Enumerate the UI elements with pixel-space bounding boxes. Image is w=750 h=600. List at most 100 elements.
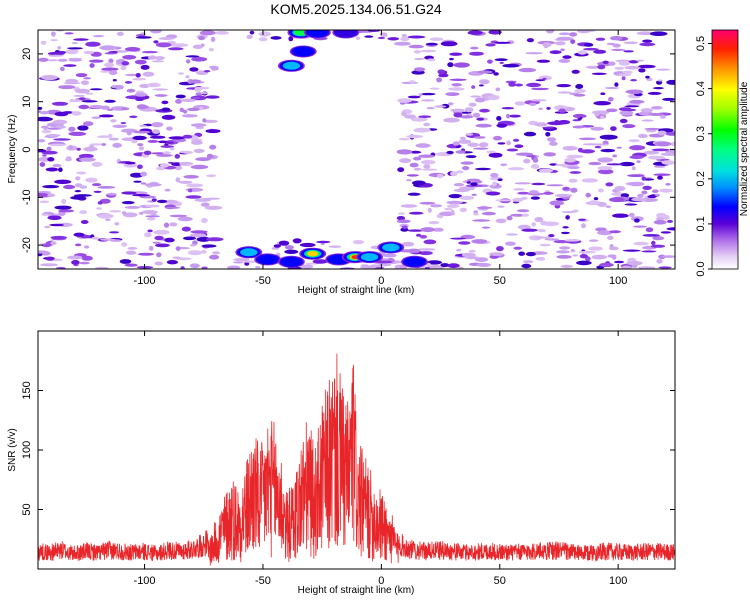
- spectrogram-blob: [71, 42, 79, 45]
- spectrogram-blob: [110, 119, 117, 123]
- spectrogram-blob: [400, 204, 418, 208]
- spectrogram-blob: [79, 261, 90, 265]
- spectrogram-blob: [666, 79, 675, 85]
- spectrogram-blob: [156, 153, 173, 157]
- spectrogram-blob: [605, 205, 611, 208]
- spectrogram-blob: [572, 125, 585, 129]
- spectrogram-blob: [39, 200, 50, 204]
- spectrogram-blob: [413, 156, 422, 161]
- spectrogram-blob: [589, 239, 599, 242]
- spectrogram-blob: [175, 94, 186, 99]
- spectrogram-blob: [458, 241, 471, 245]
- spectrogram-blob: [97, 201, 103, 205]
- spectrogram-blob: [146, 217, 156, 221]
- spectrogram-blob: [271, 247, 280, 250]
- spectrogram-blob: [523, 158, 531, 164]
- spectrogram-blob: [164, 188, 171, 192]
- spectrogram-blob: [456, 266, 464, 269]
- spectrogram-blob: [81, 255, 93, 261]
- spectrogram-blob: [413, 167, 422, 171]
- spectrogram-blob: [42, 185, 60, 189]
- spectrogram-blob: [112, 124, 128, 128]
- spectrogram-blob: [147, 229, 153, 233]
- spectrogram-blob: [179, 107, 185, 113]
- spectrogram-blob: [549, 141, 558, 146]
- spectrogram-blob: [453, 62, 470, 68]
- spectrogram-blob: [156, 199, 168, 203]
- spectrogram-blob: [198, 35, 206, 41]
- spectrogram-blob: [54, 205, 72, 210]
- spectrogram-blob: [418, 93, 423, 97]
- spectrogram-blob: [650, 244, 666, 248]
- spectrogram-hotspot: [307, 251, 319, 257]
- spectrogram-blob: [48, 54, 64, 57]
- spectrogram-blob: [208, 47, 214, 52]
- spectrogram-blob: [190, 123, 207, 127]
- spectrogram-blob: [477, 70, 493, 74]
- spectrogram-blob: [492, 181, 497, 187]
- spectrogram-blob: [81, 100, 98, 103]
- spectrogram-blob: [506, 148, 519, 152]
- spectrogram-blob: [122, 212, 138, 218]
- spectrogram-blob: [597, 64, 606, 70]
- spectrogram-blob: [545, 132, 551, 137]
- spectrogram-blob: [164, 206, 181, 209]
- spectrogram-blob: [144, 204, 158, 208]
- spectrogram-blob: [616, 146, 622, 149]
- spectrogram-blob: [588, 246, 603, 251]
- spectrogram-blob: [578, 250, 596, 254]
- spectrogram-blob: [91, 236, 100, 240]
- colorbar-label: Normalized spectral amplitude: [739, 81, 750, 216]
- spectrogram-blob: [91, 116, 102, 119]
- spectrogram-blob: [493, 72, 499, 76]
- spectrogram-blob: [583, 43, 594, 47]
- spectrogram-blob: [408, 44, 424, 49]
- spectrogram-blob: [125, 250, 137, 255]
- spectrogram-blob: [419, 234, 428, 239]
- spectrogram-blob: [38, 116, 53, 122]
- spectrogram-blob: [623, 41, 638, 45]
- spectrogram-blob: [114, 222, 120, 226]
- spectrogram-blob: [657, 130, 667, 136]
- spectrogram-blob: [159, 163, 169, 168]
- spectrogram-blob: [622, 124, 636, 129]
- spectrogram-blob: [396, 219, 411, 224]
- spectrogram-blob: [514, 182, 532, 185]
- spectrogram-blob: [472, 219, 491, 222]
- spectrogram-blob: [154, 56, 165, 61]
- spectrogram-blob: [426, 107, 435, 110]
- spectrogram-blob: [494, 58, 508, 62]
- spectrogram-blob: [204, 205, 223, 210]
- spectrogram-blob: [92, 183, 102, 187]
- spectrogram-blob: [579, 254, 588, 259]
- spectrogram-blob: [124, 81, 133, 84]
- spectrogram-blob: [150, 30, 162, 34]
- spectrogram-blob: [192, 44, 204, 49]
- spectrogram-blob: [468, 102, 477, 107]
- spectrogram-blob: [413, 127, 431, 133]
- spectrogram-blob: [562, 55, 572, 59]
- spectrogram-blob: [659, 114, 666, 119]
- spectrogram-blob: [513, 246, 522, 250]
- spectrogram-blob: [104, 62, 115, 68]
- spectrogram-blob: [209, 144, 217, 150]
- spectrogram-blob: [421, 168, 438, 171]
- spectrogram-blob: [474, 180, 483, 184]
- spectrogram-blob: [430, 204, 443, 208]
- spectrogram-blob: [465, 133, 474, 136]
- spectrogram-blob: [635, 59, 644, 62]
- spectrogram-blob: [121, 211, 127, 215]
- spectrogram-blob: [576, 113, 581, 119]
- spectrogram-blob: [593, 49, 607, 54]
- spectrogram-blob: [468, 249, 476, 253]
- spectrogram-blob: [131, 139, 138, 144]
- spectrogram-blob: [608, 246, 619, 251]
- spectrogram-blob: [111, 84, 124, 89]
- spectrogram-blob: [57, 46, 62, 50]
- spectrogram-blob: [132, 135, 147, 141]
- spectrogram-blob: [38, 139, 46, 143]
- spectrogram-blob: [122, 55, 137, 60]
- spectrogram-blob: [607, 254, 617, 258]
- spectrogram-blob: [495, 218, 507, 224]
